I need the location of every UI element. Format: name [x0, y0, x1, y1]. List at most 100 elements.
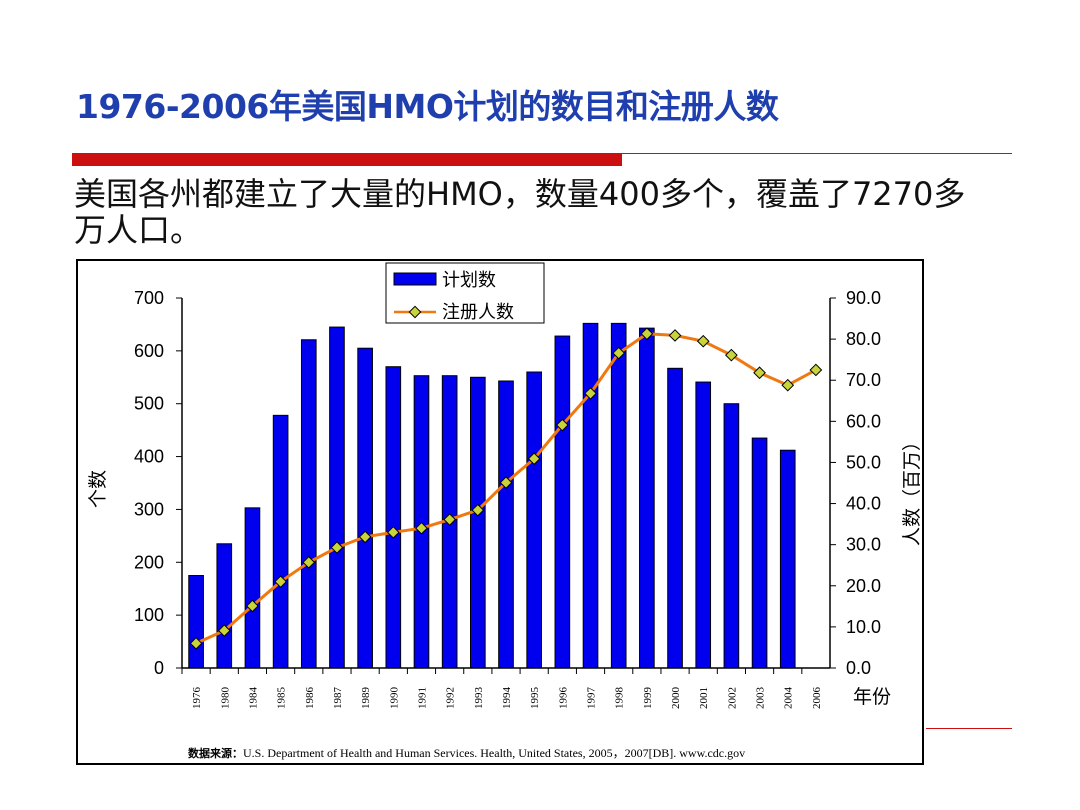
x-tick-label: 1999 — [642, 687, 654, 710]
x-tick-label: 2002 — [726, 687, 738, 709]
x-tick-label: 1989 — [360, 687, 372, 710]
legend-bar-label: 计划数 — [442, 270, 496, 291]
enrollment-point — [302, 555, 316, 569]
enrollment-point — [415, 521, 428, 535]
x-tick-label: 1991 — [416, 687, 428, 709]
y-tick-label: 0 — [154, 658, 164, 678]
x-tick-label: 1993 — [473, 687, 485, 710]
bar — [272, 414, 289, 669]
x-tick-label: 1987 — [332, 687, 344, 710]
y2-tick-label: 0.0 — [846, 658, 871, 678]
bar — [498, 380, 514, 669]
y2-tick-label: 40.0 — [846, 494, 881, 514]
y2-tick-label: 70.0 — [846, 370, 881, 390]
title-underline-bar — [72, 153, 622, 166]
x-axis-label: 年份 — [853, 686, 891, 708]
enrollment-point — [274, 575, 287, 589]
x-tick-label: 1986 — [304, 687, 316, 710]
x-tick-label: 1980 — [219, 687, 231, 710]
enrollment-point — [781, 378, 795, 392]
enrollment-point — [696, 334, 710, 348]
bar — [751, 437, 768, 669]
bar — [526, 371, 542, 669]
y2-tick-label: 80.0 — [846, 329, 881, 349]
bar — [639, 327, 655, 669]
x-tick-label: 2000 — [670, 687, 682, 710]
bar — [554, 335, 571, 669]
bar — [188, 575, 204, 669]
legend-bar-swatch — [393, 272, 437, 286]
enrollment-point — [471, 503, 485, 517]
legend: 计划数 注册人数 — [385, 262, 545, 324]
body-text: 美国各州都建立了大量的HMO，数量400多个，覆盖了7270多万人口。 — [74, 175, 966, 249]
bar — [779, 449, 796, 669]
x-tick-label: 1984 — [247, 687, 259, 710]
bar — [582, 322, 599, 669]
bar — [667, 367, 683, 669]
enrollment-point — [527, 452, 541, 466]
enrollment-point — [724, 348, 738, 362]
y-tick-label: 600 — [134, 341, 164, 361]
y2-tick-label: 10.0 — [846, 617, 881, 637]
x-tick-label: 1990 — [388, 687, 400, 710]
hmo-chart: 0 100 200 300 400 500 600 700 0.0 10.0 20.0 30.0 40… — [87, 262, 922, 760]
title-underline-rule — [622, 153, 1012, 154]
enrollment-point — [584, 387, 597, 400]
x-tick-label: 2003 — [755, 687, 767, 710]
x-tick-label: 1998 — [614, 687, 626, 710]
enrollment-point — [386, 525, 400, 539]
bar — [723, 403, 740, 669]
x-tick-label: 1997 — [586, 687, 598, 710]
enrollment-point — [246, 599, 259, 613]
x-tick-label: 1976 — [191, 687, 203, 710]
bar — [244, 507, 261, 669]
bar — [329, 326, 345, 669]
footer-rule — [926, 728, 1012, 729]
x-tick-label: 1992 — [445, 687, 457, 709]
slide-title: 1976-2006年美国HMO计划的数目和注册人数 — [76, 87, 779, 126]
enrollment-point — [555, 418, 569, 432]
enrollment-point — [217, 624, 231, 637]
bar — [216, 543, 233, 669]
y-tick-label: 500 — [134, 394, 164, 414]
y2-tick-label: 30.0 — [846, 535, 881, 555]
chart-container: 0 100 200 300 400 500 600 700 0.0 10.0 20.0 30.0 40… — [76, 259, 924, 765]
x-tick-label: 1994 — [501, 687, 513, 710]
enrollment-point — [499, 476, 513, 489]
y-axis-label: 个数 — [87, 470, 109, 508]
legend-line-marker — [408, 305, 422, 319]
y-tick-label: 100 — [134, 605, 164, 625]
y2-axis-label: 人数（百万） — [901, 432, 922, 546]
enrollment-point — [809, 363, 823, 377]
y2-tick-label: 20.0 — [846, 576, 881, 596]
source-note: 数据来源：U.S. Department of Health and Human… — [188, 746, 745, 760]
enrollment-point — [753, 366, 766, 380]
enrollment-point — [330, 541, 344, 554]
bar — [695, 381, 712, 669]
bar — [385, 366, 402, 669]
y2-tick-label: 90.0 — [846, 288, 881, 308]
enrollment-point — [443, 513, 457, 526]
x-tick-label: 1985 — [276, 687, 288, 710]
source-text: U.S. Department of Health and Human Serv… — [243, 746, 745, 760]
enrollment-point — [358, 530, 372, 544]
enrollment-point — [640, 327, 654, 341]
y-tick-label: 400 — [134, 447, 164, 467]
y2-tick-label: 60.0 — [846, 411, 881, 431]
y-tick-label: 700 — [134, 288, 164, 308]
bar — [300, 339, 317, 669]
source-label: 数据来源： — [188, 746, 243, 760]
bar — [610, 322, 627, 669]
x-tick-label: 2001 — [698, 687, 710, 709]
y-tick-label: 300 — [134, 499, 164, 519]
y-tick-label: 200 — [134, 552, 164, 572]
x-tick-label: 2004 — [783, 687, 795, 710]
bar — [357, 347, 373, 669]
y2-tick-label: 50.0 — [846, 452, 881, 472]
bar — [470, 376, 486, 669]
legend-line-label: 注册人数 — [442, 302, 514, 323]
enrollment-point — [189, 636, 203, 650]
enrollment-point — [668, 329, 682, 342]
x-tick-label: 2006 — [811, 687, 823, 710]
enrollment-point — [612, 346, 626, 360]
